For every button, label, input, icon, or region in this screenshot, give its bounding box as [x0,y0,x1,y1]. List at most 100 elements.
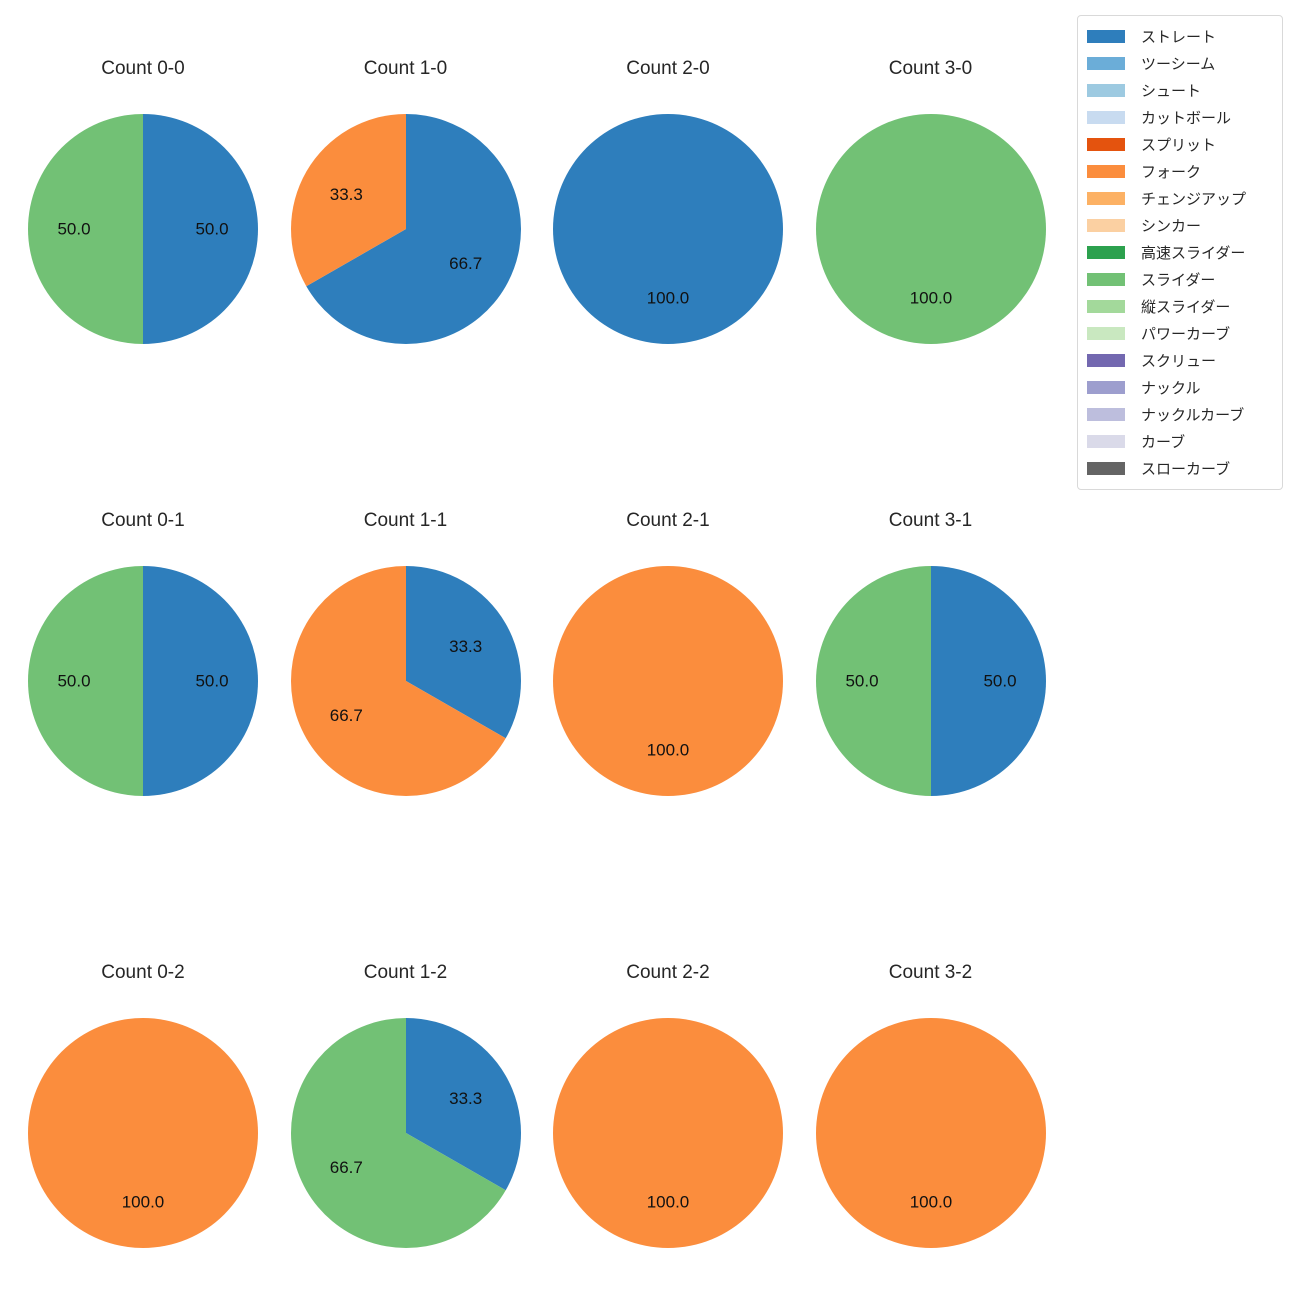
legend-item: シンカー [1078,212,1282,239]
legend-color-swatch [1087,408,1125,421]
pie-percentage-label: 100.0 [647,1193,690,1212]
pie-percentage-label: 50.0 [845,672,878,691]
pie-percentage-label: 50.0 [57,220,90,239]
pie-slice [290,114,406,287]
chart-title: Count 2-1 [626,510,710,531]
legend-item: スクリュー [1078,347,1282,374]
pie-slice [28,114,143,344]
pie: 50.0 50.0 [815,566,1046,796]
legend-item-label: チェンジアップ [1141,191,1247,208]
legend-item-label: シュート [1141,83,1202,100]
pie-slice [553,114,783,344]
legend-color-swatch [1087,84,1125,97]
legend-item-label: 縦スライダー [1141,299,1231,316]
pie-percentage-label: 50.0 [195,220,228,239]
pie-slice [815,566,931,796]
legend-color-swatch [1087,381,1125,394]
pie-slice [143,114,258,344]
legend-item: シュート [1078,77,1282,104]
pie-percentage-label: 50.0 [57,672,90,691]
chart-title: Count 1-1 [363,510,448,531]
pie: 33.3 66.7 [290,1018,521,1248]
legend-color-swatch [1087,30,1125,43]
pie: 50.0 50.0 [28,114,258,344]
pie-slice [290,566,506,796]
legend-item: チェンジアップ [1078,185,1282,212]
legend-item-label: シンカー [1141,218,1202,235]
chart-title: Count 1-0 [363,58,448,79]
pie-percentage-label: 66.7 [329,706,362,725]
pie-slice [28,566,143,796]
pie: 100.0 [28,1018,258,1248]
legend-item-label: スライダー [1141,272,1216,289]
pie-slice [553,1018,783,1248]
pie-percentage-label: 66.7 [329,1158,362,1177]
legend-item-label: ツーシーム [1141,56,1216,73]
pie: 50.0 50.0 [28,566,258,796]
legend-color-swatch [1087,111,1125,124]
chart-title: Count 1-2 [363,962,448,983]
pie-percentage-label: 100.0 [647,289,690,308]
legend-item-label: カットボール [1141,110,1232,127]
pie-percentage-label: 33.3 [449,637,482,656]
legend-color-swatch [1087,57,1125,70]
legend-color-swatch [1087,300,1125,313]
pie: 100.0 [815,114,1046,344]
legend-color-swatch [1087,273,1125,286]
legend-item-label: スプリット [1141,137,1217,154]
pie-percentage-label: 33.3 [449,1089,482,1108]
pie: 100.0 [553,1018,783,1248]
pie: 33.3 66.7 [290,566,521,796]
legend-color-swatch [1087,192,1125,205]
pie-percentage-label: 100.0 [122,1193,165,1212]
legend-item: 高速スライダー [1078,239,1282,266]
pie-percentage-label: 33.3 [329,185,362,204]
legend-color-swatch [1087,462,1125,475]
chart-title: Count 2-0 [626,58,710,79]
pie: 100.0 [815,1018,1046,1248]
legend-item: ナックルカーブ [1078,401,1282,428]
legend-item: スライダー [1078,266,1282,293]
legend-item-label: ナックル [1141,380,1201,397]
pie-slice [305,114,521,344]
legend-color-swatch [1087,246,1125,259]
legend-color-swatch [1087,165,1125,178]
legend-item: スローカーブ [1078,455,1282,482]
pie-percentage-label: 66.7 [449,254,482,273]
chart-title: Count 0-1 [101,510,185,531]
legend-item: カーブ [1078,428,1282,455]
legend-item-label: スクリュー [1141,353,1217,370]
pie-percentage-label: 100.0 [909,1193,952,1212]
legend-color-swatch [1087,327,1125,340]
pie-percentage-label: 100.0 [647,741,690,760]
chart-title: Count 2-2 [626,962,710,983]
legend-list: ストレートツーシームシュートカットボール スプリットフォークチェンジアップ シンカー… [1078,23,1282,482]
pie-slice [405,1018,521,1191]
legend-item: パワーカーブ [1078,320,1282,347]
legend-item: ナックル [1078,374,1282,401]
legend-item: カットボール [1078,104,1282,131]
legend-item-label: スローカーブ [1141,461,1231,478]
pie-percentage-label: 50.0 [195,672,228,691]
pie-slice [553,566,783,796]
legend-color-swatch [1087,219,1125,232]
pie: 100.0 [553,114,783,344]
legend: ストレートツーシームシュートカットボール スプリットフォークチェンジアップ シンカー… [1077,15,1283,490]
legend-color-swatch [1087,138,1125,151]
legend-item: スプリット [1078,131,1282,158]
legend-item: ツーシーム [1078,50,1282,77]
pie-slice [143,566,258,796]
legend-item: ストレート [1078,23,1282,50]
pie-slice [815,114,1046,344]
legend-item-label: パワーカーブ [1141,326,1231,343]
pie: 100.0 [553,566,783,796]
legend-item: フォーク [1078,158,1282,185]
chart-title: Count 0-2 [101,962,185,983]
legend-item: 縦スライダー [1078,293,1282,320]
pie: 66.7 33.3 [290,114,521,344]
pie-slice [405,566,521,739]
chart-title: Count 3-1 [888,510,973,531]
legend-item-label: カーブ [1141,434,1186,451]
legend-color-swatch [1087,354,1125,367]
